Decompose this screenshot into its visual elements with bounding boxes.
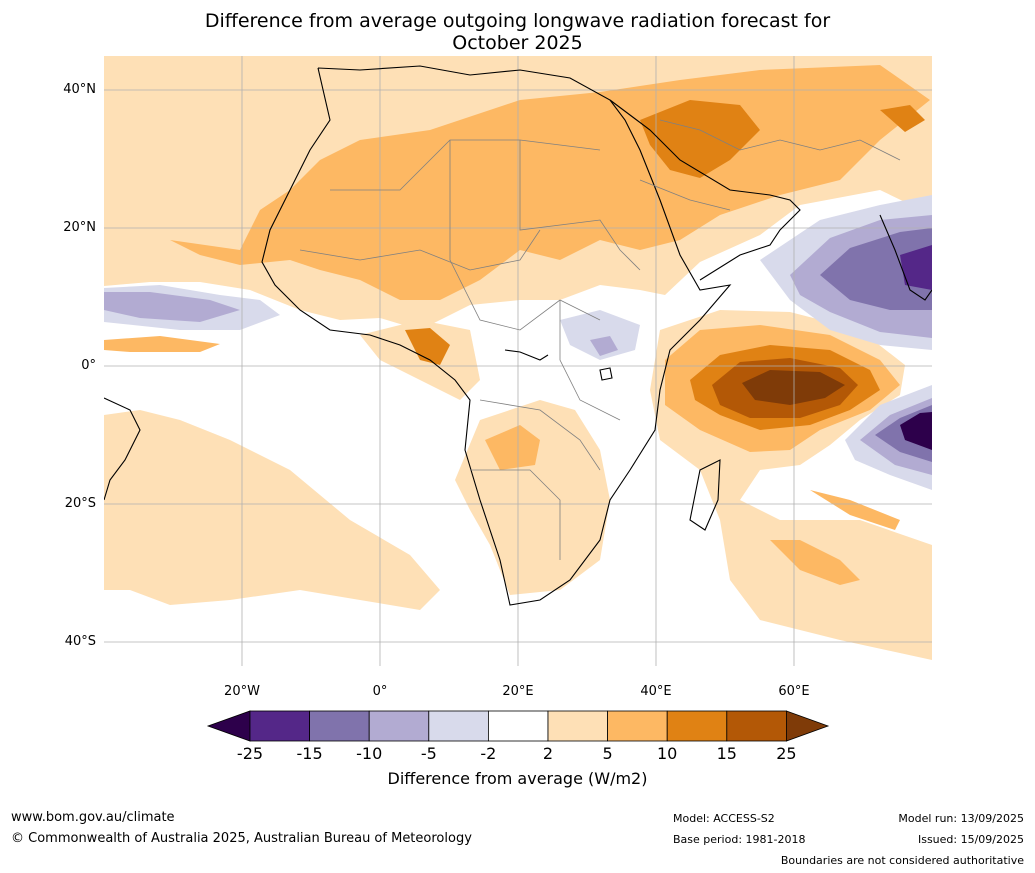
anomaly-5-10-mozambique [810,490,900,530]
anomaly-neg-5-10-atlantic [104,292,240,322]
disclaimer-text: Boundaries are not considered authoritat… [780,854,1024,867]
colorbar-tick-label: 25 [776,744,797,763]
lat-label-20n: 20°N [63,220,96,235]
anomaly-10-15-guinea [405,328,450,365]
map-title: Difference from average outgoing longwav… [0,10,1035,54]
colorbar-bin-8 [666,710,728,742]
colorbar-title: Difference from average (W/m2) [387,769,648,788]
coastlines [104,65,932,606]
anomaly-gt-25-indian-ocean [742,370,845,405]
anomaly-neg-2-5-lake-victoria [560,310,640,360]
colorbar [206,710,830,742]
lat-label-40s: 40°S [64,634,96,649]
anomaly-neg-5-10-lake-victoria [590,336,618,356]
olr-anomaly-field [104,56,932,666]
lon-label-20w: 20°W [224,684,260,699]
anomaly-5-10-angola [485,425,540,470]
colorbar-tick-label: 5 [602,744,613,763]
anomaly-neg-15-25-india [900,245,932,290]
colorbar-tick-label: -25 [236,744,264,763]
colorbar-tick-label: -2 [480,744,497,763]
issued-text: Issued: 15/09/2025 [917,833,1024,846]
title-line-1: Difference from average outgoing longwav… [204,10,831,32]
colorbar-bin-2 [309,710,370,742]
base-period-text: Base period: 1981-2018 [673,833,806,846]
lat-label-40n: 40°N [63,82,96,97]
lon-label-40e: 40°E [640,684,672,699]
anomaly-10-15-iran [880,105,925,132]
colorbar-bin-1 [249,710,310,742]
lon-label-60e: 60°E [778,684,810,699]
graticule [104,56,932,666]
colorbar-bin-3 [368,710,430,742]
model-text: Model: ACCESS-S2 [673,812,775,825]
colorbar-bin-9 [726,710,787,742]
colorbar-tick-label: -5 [420,744,437,763]
colorbar-extend-low [206,710,251,742]
anomaly-10-15-middle-east [640,100,760,178]
anomaly-2-5-south-atlantic [104,410,440,610]
anomaly-neg-10-15-india [820,228,932,310]
lon-label-0: 0° [372,684,388,699]
colorbar-bin-5 [487,710,549,742]
colorbar-bin-4 [428,710,489,742]
model-run-text: Model run: 13/09/2025 [898,812,1024,825]
anomaly-5-10-atlantic [104,336,220,352]
title-line-2: October 2025 [452,32,583,54]
anomaly-5-10-south-indian [770,540,860,585]
lon-label-20e: 20°E [502,684,534,699]
colorbar-tick-label: 15 [716,744,737,763]
colorbar-extend-high [786,710,830,742]
colorbar-tick-label: -10 [356,744,383,763]
country-borders [299,119,901,560]
copyright-text: © Commonwealth of Australia 2025, Austra… [11,831,472,846]
website-link[interactable]: www.bom.gov.au/climate [11,810,175,825]
colorbar-bin-6 [547,710,608,742]
lat-label-20s: 20°S [64,496,96,511]
anomaly-lt-neg-25-south-indian [900,412,932,450]
colorbar-tick-label: -15 [296,744,323,763]
colorbar-bin-7 [607,710,668,742]
colorbar-tick-label: 2 [542,744,554,763]
colorbar-tick-label: 10 [657,744,678,763]
lat-label-equator: 0° [81,358,96,373]
